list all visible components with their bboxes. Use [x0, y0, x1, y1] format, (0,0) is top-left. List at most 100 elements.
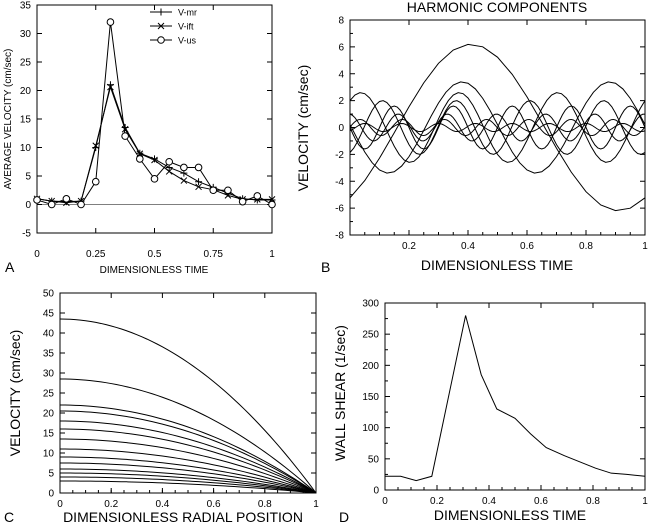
- panel-a-point-v-us: [150, 175, 159, 183]
- panel-a-point-v-ift: [180, 177, 188, 184]
- panel-b-x-tick-label: 0.4: [461, 241, 475, 252]
- panel-letter-a: A: [5, 259, 15, 275]
- panel-d-x-axis-label: DIMENSIONLESS TIME: [434, 507, 586, 522]
- panel-a-x-tick-label: 1: [269, 249, 275, 260]
- panel-a-plot-frame: [36, 4, 273, 234]
- panel-c-x-tick-label: 1: [313, 499, 319, 510]
- panel-c-velocity-profile-10: [59, 462, 317, 494]
- panel-c-velocity-profile-13: [59, 476, 317, 494]
- panel-c-x-tick-label: 0.2: [104, 499, 118, 510]
- panel-b-x-tick-label: 0.2: [402, 241, 416, 252]
- panel-a-legend-label: V-ift: [178, 22, 194, 32]
- panel-c-x-tick-label: 0: [57, 499, 63, 510]
- panel-d-x-tick-label: 0.2: [430, 496, 444, 507]
- panel-c-velocity-profile-14: [60, 480, 317, 494]
- panel-a-point-v-us: [194, 163, 203, 172]
- panel-d-y-tick-label: 100: [362, 423, 379, 434]
- panel-a-legend-marker-circle: [157, 36, 165, 44]
- panel-d-plot-frame: [384, 302, 646, 491]
- panel-b-harmonic-7-line: [349, 118, 646, 137]
- panel-a-point-v-ift: [121, 125, 129, 133]
- panel-a-point-v-us: [209, 186, 218, 195]
- panel-c-velocity-profile-6: [59, 428, 317, 494]
- panel-d-y-tick-label: 300: [362, 299, 379, 310]
- panel-d-y-tick-label: 0: [373, 486, 379, 497]
- panel-a-x-tick-label: 0.75: [204, 249, 224, 260]
- panel-a-point-v-ift: [151, 156, 158, 164]
- panel-a-y-tick-label: -5: [22, 229, 31, 240]
- panel-c-y-tick-label: 30: [43, 369, 55, 380]
- panel-a-y-tick-label: 5: [25, 172, 31, 183]
- panel-c-y-tick-label: 10: [43, 449, 55, 460]
- panel-a-legend-marker-plus: [157, 8, 165, 16]
- panel-a-point-v-us: [180, 163, 188, 172]
- panel-a-point-v-us: [62, 195, 71, 203]
- panel-c-x-axis-label: DIMENSIONLESS RADIAL POSITION: [63, 509, 303, 522]
- panel-d-wall-shear-line: [385, 315, 646, 482]
- panel-a-x-tick-label: 0: [34, 249, 40, 260]
- panel-c-velocity-profile-2: [59, 378, 317, 494]
- panel-a-point-v-mr: [195, 178, 203, 186]
- panel-a-point-v-us: [165, 157, 173, 166]
- panel-c-velocity-profile-9: [59, 456, 317, 494]
- panel-letter-d: D: [339, 509, 349, 522]
- panel-a-x-axis-label: DIMENSIONLESS TIME: [100, 265, 209, 276]
- panel-a-y-tick-label: 10: [20, 143, 32, 154]
- panel-a-point-v-ift: [165, 168, 173, 175]
- panel-b-y-tick-label: 0: [338, 123, 344, 134]
- panel-d-y-tick-label: 200: [362, 361, 379, 372]
- panel-a-y-tick-label: 30: [20, 29, 32, 40]
- panel-b-y-tick-label: -6: [335, 204, 344, 215]
- panel-b-title: HARMONIC COMPONENTS: [407, 0, 587, 15]
- panel-a-y-tick-label: 15: [20, 115, 32, 126]
- panel-c-y-tick-label: 5: [48, 469, 54, 480]
- panel-c-x-tick-label: 0.6: [207, 499, 221, 510]
- panel-a-legend-marker-x: [157, 22, 165, 30]
- panel-c-velocity-profile-7: [59, 438, 317, 494]
- panel-a-point-v-us: [77, 200, 85, 209]
- panel-a-x-tick-label: 0.5: [148, 249, 162, 260]
- panel-c-velocity-profile-11: [59, 468, 317, 494]
- panel-b-x-tick-label: 1: [642, 241, 648, 252]
- panel-a-legend-label: V-us: [178, 36, 197, 46]
- panel-b-y-tick-label: -2: [335, 150, 344, 161]
- panel-a-y-tick-label: 0: [25, 200, 31, 211]
- panel-d-x-tick-label: 0: [382, 496, 388, 507]
- panel-c-x-tick-label: 0.4: [155, 499, 169, 510]
- panel-b-y-tick-label: 2: [338, 96, 344, 107]
- panel-letter-b: B: [321, 259, 330, 275]
- panel-c-velocity-profile-4: [59, 410, 317, 494]
- panel-c-y-tick-label: 15: [43, 429, 55, 440]
- panel-a-y-axis-label: AVERAGE VELOCITY (cm/sec): [3, 49, 14, 190]
- panel-c-y-tick-label: 50: [43, 289, 55, 300]
- panel-letter-c: C: [4, 509, 14, 522]
- panel-c-y-tick-label: 40: [43, 329, 55, 340]
- panel-d-y-tick-label: 250: [362, 330, 379, 341]
- panel-b-y-tick-label: -8: [335, 231, 344, 242]
- panel-c-velocity-profile-8: [59, 448, 317, 494]
- panel-b-y-tick-label: 6: [338, 42, 344, 53]
- panel-a-point-v-us: [47, 200, 56, 209]
- panel-b-x-axis-label: DIMENSIONLESS TIME: [421, 257, 573, 273]
- panel-b-x-tick-label: 0.6: [520, 241, 534, 252]
- panel-b-x-tick-label: 0.8: [579, 241, 593, 252]
- panel-a-point-v-us: [238, 197, 247, 206]
- panel-b-harmonic-2-line: [349, 81, 646, 174]
- panel-a-series-line-plus: [36, 82, 272, 203]
- panel-a-point-v-ift: [195, 183, 202, 191]
- panel-b-y-tick-label: 8: [338, 16, 344, 27]
- panel-b-y-tick-label: 4: [338, 69, 344, 80]
- panel-c-y-tick-label: 0: [48, 489, 54, 500]
- panel-a-point-v-us: [253, 192, 262, 200]
- panel-a-x-tick-label: 0.25: [86, 249, 106, 260]
- panel-a-y-tick-label: 25: [20, 58, 32, 69]
- panel-a-point-v-ift: [107, 83, 114, 91]
- panel-a-point-v-ift: [92, 142, 100, 150]
- panel-a-legend-label: V-mr: [178, 8, 197, 18]
- panel-a-y-tick-label: 20: [20, 86, 32, 97]
- panel-c-velocity-profile-3: [59, 404, 317, 494]
- panel-c-y-tick-label: 35: [43, 349, 55, 360]
- panel-b-harmonic-8-line: [349, 122, 646, 133]
- panel-a-point-v-us: [33, 196, 41, 204]
